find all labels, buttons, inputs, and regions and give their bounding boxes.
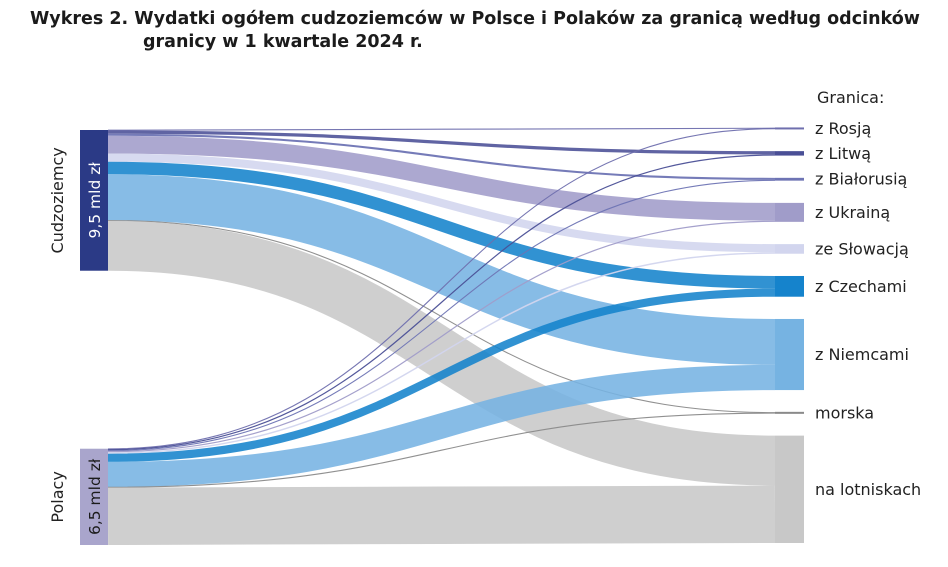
flow-cudzoziemcy-z-czechami (107, 161, 776, 289)
source-value-cudzoziemcy: 9,5 mld zł (86, 162, 104, 239)
flow-cudzoziemcy-z-ukraina (107, 135, 776, 221)
target-node-morska (775, 411, 804, 414)
source-label-cudzoziemcy: Cudzoziemcy (48, 147, 67, 253)
nodes-layer (80, 127, 804, 545)
target-node-z-czechami (775, 275, 804, 297)
flow-cudzoziemcy-z-litwa (107, 130, 776, 155)
flow-cudzoziemcy-z-rosja (107, 127, 776, 131)
chart-title: Wykres 2. Wydatki ogółem cudzoziemców w … (30, 8, 930, 54)
source-node-polacy (80, 448, 108, 545)
source-value-polacy: 6,5 mld zł (86, 458, 104, 535)
legend-title: Granica: (817, 88, 884, 107)
flow-polacy-z-rosja (107, 128, 776, 450)
flow-polacy-z-bialorusia (107, 179, 776, 452)
target-label-morska: morska (815, 403, 874, 422)
source-label-polacy: Polacy (48, 471, 67, 522)
target-node-z-bialorusia (775, 177, 804, 181)
chart-title-line-2: granicy w 1 kwartale 2024 r. (143, 32, 423, 52)
target-label-z-rosja: z Rosją (815, 119, 871, 138)
target-node-z-ukraina (775, 202, 804, 222)
target-node-z-litwa (775, 151, 804, 156)
flow-polacy-z-czechami (107, 288, 776, 462)
chart-title-line-1: Wykres 2. Wydatki ogółem cudzoziemców w … (30, 9, 920, 29)
target-label-z-czechami: z Czechami (815, 277, 907, 296)
target-label-z-litwa: z Litwą (815, 144, 871, 163)
flows-layer (107, 127, 776, 546)
flow-cudzoziemcy-morska (107, 219, 776, 414)
target-node-na-lotniskach (775, 435, 804, 543)
target-node-z-rosja (775, 127, 804, 130)
target-label-na-lotniskach: na lotniskach (815, 480, 921, 499)
flow-polacy-ze-slowacja (107, 252, 776, 454)
target-label-ze-slowacja: ze Słowacją (815, 239, 909, 258)
target-node-ze-slowacja (775, 244, 804, 254)
flow-polacy-z-niemcami (107, 364, 776, 488)
target-label-z-niemcami: z Niemcami (815, 345, 909, 364)
flow-polacy-na-lotniskach (107, 485, 776, 546)
source-node-cudzoziemcy (80, 130, 108, 271)
flow-cudzoziemcy-z-bialorusia (107, 133, 776, 180)
target-label-z-ukraina: z Ukrainą (815, 203, 890, 222)
labels-layer: 9,5 mld zł Cudzoziemcy 6,5 mld zł Polacy z R… (48, 88, 921, 535)
target-label-z-bialorusia: z Białorusią (815, 170, 907, 189)
flow-cudzoziemcy-z-niemcami (107, 174, 776, 365)
flow-polacy-z-ukraina (107, 220, 776, 453)
flow-polacy-morska (107, 412, 776, 488)
target-node-z-niemcami (775, 318, 804, 391)
flow-cudzoziemcy-ze-slowacja (107, 153, 776, 253)
flow-polacy-z-litwa (107, 154, 776, 451)
